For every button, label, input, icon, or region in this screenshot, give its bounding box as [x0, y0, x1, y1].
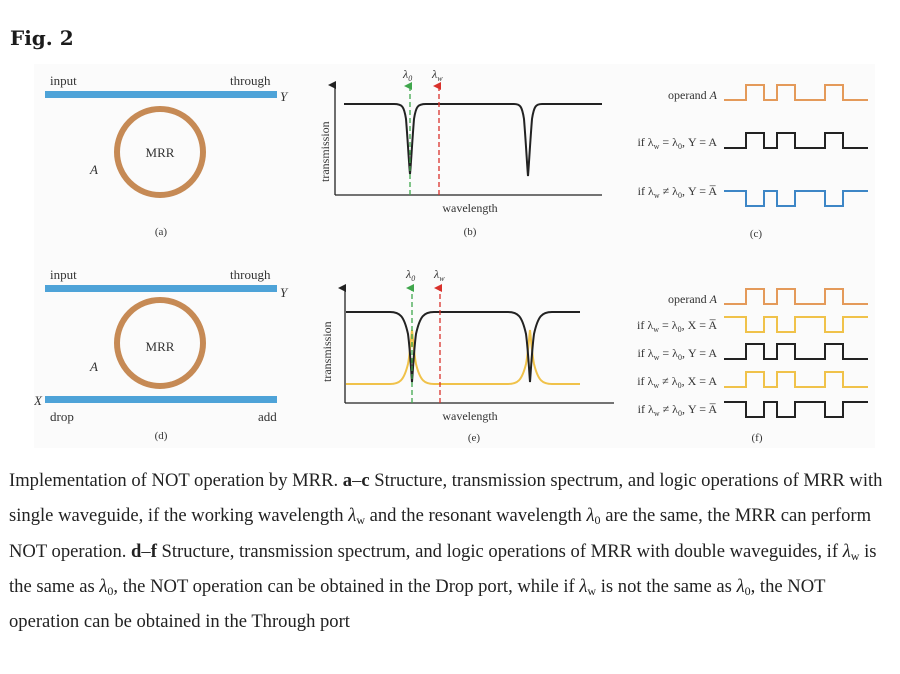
output-x-label: X: [34, 393, 43, 408]
drop-waveguide: [45, 396, 277, 403]
figure-panel: input through Y MRR A (a) transmission w…: [34, 64, 875, 448]
through-label: through: [230, 267, 271, 282]
y-axis-label: transmission: [318, 121, 332, 182]
figure-title: Fig. 2: [10, 26, 74, 50]
operand-a-label: A: [89, 162, 98, 177]
micro-ring-resonator: [114, 106, 206, 198]
operand-waveform: [724, 84, 868, 101]
drop-transmission-curve: [346, 329, 580, 385]
lambdaw-label: λw: [431, 67, 443, 83]
figure-graphic: input through Y MRR A (a) transmission w…: [34, 67, 868, 444]
through-inverted-waveform: [724, 401, 868, 418]
panel-f-label: (f): [752, 432, 763, 444]
panel-f: operand A if λw = λ0, X = A̅ if λw = λ0,…: [637, 288, 868, 444]
panel-e-label: (e): [468, 432, 481, 444]
micro-ring-resonator: [114, 297, 206, 389]
x-axis-label: wavelength: [442, 409, 497, 423]
add-label: add: [258, 409, 277, 424]
through-transmission-curve: [346, 311, 580, 383]
panel-a-label: (a): [155, 226, 168, 238]
panel-a: input through Y MRR A (a): [45, 73, 289, 238]
panel-c-label: (c): [750, 228, 763, 240]
panel-c: operand A if λw = λ0, Y = A if λw ≠ λ0, …: [637, 84, 868, 240]
input-label: input: [50, 73, 77, 88]
bus-waveguide: [45, 91, 277, 98]
output-y-label: Y: [280, 89, 289, 104]
input-label: input: [50, 267, 77, 282]
through-label: through: [230, 73, 271, 88]
logic-row-label: if λw ≠ λ0, Y = A̅: [638, 184, 718, 200]
transmission-curve: [344, 103, 602, 177]
panel-d: input through Y MRR A X drop add (d): [34, 267, 289, 442]
through-output-waveform: [724, 343, 868, 360]
panel-b: transmission wavelength λ0 λw (b): [318, 67, 602, 238]
operand-a-label: A: [89, 359, 98, 374]
output-waveform: [724, 132, 868, 149]
logic-row-label: if λw = λ0, Y = A: [637, 346, 717, 362]
logic-row-label: if λw ≠ λ0, X = A: [637, 374, 717, 390]
y-axis-label: transmission: [320, 321, 334, 382]
lambdaw-label: λw: [433, 267, 445, 283]
drop-label: drop: [50, 409, 74, 424]
ring-label: MRR: [146, 145, 175, 160]
figure-caption: Implementation of NOT operation by MRR. …: [9, 470, 883, 633]
logic-row-label: operand A: [668, 88, 718, 102]
inverted-waveform: [724, 190, 868, 207]
panel-d-label: (d): [155, 430, 168, 442]
output-y-label: Y: [280, 285, 289, 300]
ring-label: MRR: [146, 339, 175, 354]
logic-row-label: if λw = λ0, Y = A: [637, 135, 717, 151]
operand-waveform: [724, 288, 868, 305]
panel-e: transmission wavelength λ0 λw (e): [320, 267, 614, 444]
logic-row-label: if λw ≠ λ0, Y = A̅: [638, 402, 718, 418]
bus-waveguide: [45, 285, 277, 292]
logic-row-label: operand A: [668, 292, 718, 306]
drop-inverted-waveform: [724, 316, 868, 333]
lambda0-label: λ0: [402, 67, 412, 83]
logic-row-label: if λw = λ0, X = A̅: [637, 318, 717, 334]
panel-b-label: (b): [464, 226, 477, 238]
lambda0-label: λ0: [405, 267, 415, 283]
drop-output-waveform: [724, 371, 868, 388]
x-axis-label: wavelength: [442, 201, 497, 215]
